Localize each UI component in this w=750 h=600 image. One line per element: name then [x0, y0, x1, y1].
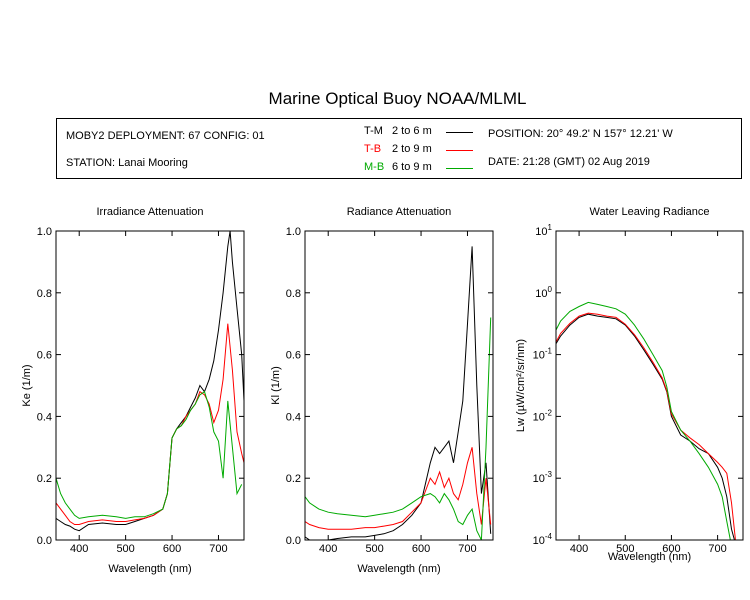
deployment-info: MOBY2 DEPLOYMENT: 67 CONFIG: 01 — [66, 130, 265, 142]
x-tick-label: 400 — [570, 543, 588, 555]
series-line-t-m — [305, 246, 492, 540]
station-info: STATION: Lanai Mooring — [66, 157, 188, 169]
y-tick-label: 101 — [535, 223, 552, 238]
y-tick-label: 10-4 — [533, 532, 553, 547]
y-tick-label: 0.8 — [37, 288, 52, 300]
y-tick-label: 1.0 — [37, 226, 52, 238]
series-line-m-b — [305, 317, 492, 540]
x-tick-label: 400 — [319, 543, 337, 555]
y-tick-label: 10-3 — [533, 470, 553, 485]
date-info: DATE: 21:28 (GMT) 02 Aug 2019 — [488, 156, 650, 168]
x-tick-label: 700 — [209, 543, 227, 555]
y-tick-label: 100 — [535, 285, 552, 300]
y-tick-label: 10-2 — [533, 408, 553, 423]
legend-code-mb: M-B — [364, 161, 385, 173]
legend-range-tm: 2 to 6 m — [392, 125, 432, 137]
series-line-t-m — [56, 231, 244, 532]
chart-title: Water Leaving Radiance — [589, 206, 709, 218]
y-axis-label: Lw (µW/cm²/sr/nm) — [515, 339, 527, 432]
y-tick-label: 0.4 — [37, 411, 52, 423]
x-tick-label: 500 — [365, 543, 383, 555]
y-tick-label: 0.2 — [286, 473, 301, 485]
chart-title: Radiance Attenuation — [347, 206, 452, 218]
x-tick-label: 500 — [116, 543, 134, 555]
info-box: MOBY2 DEPLOYMENT: 67 CONFIG: 01 STATION:… — [56, 118, 742, 179]
legend-code-tb: T-B — [364, 143, 382, 155]
series-line-t-b — [556, 312, 736, 540]
series-line-m-b — [56, 390, 243, 519]
x-tick-label: 700 — [708, 543, 726, 555]
series-line-m-b — [556, 301, 731, 540]
x-axis-label: Wavelength (nm) — [608, 551, 691, 563]
x-axis-label: Wavelength (nm) — [108, 563, 191, 575]
position-info: POSITION: 20° 49.2' N 157° 12.21' W — [488, 128, 673, 140]
y-tick-label: 0.0 — [37, 535, 52, 547]
legend-code-tm: T-M — [364, 125, 383, 137]
x-tick-label: 600 — [662, 543, 680, 555]
chart-title: Irradiance Attenuation — [96, 206, 203, 218]
y-tick-label: 0.2 — [37, 473, 52, 485]
legend-line-tb — [446, 150, 473, 151]
y-tick-label: 0.0 — [286, 535, 301, 547]
plot-frame — [304, 230, 494, 541]
legend-range-mb: 6 to 9 m — [392, 161, 432, 173]
legend-range-tb: 2 to 9 m — [392, 143, 432, 155]
y-tick-label: 0.8 — [286, 288, 301, 300]
plot-frame — [55, 230, 245, 541]
x-tick-label: 600 — [412, 543, 430, 555]
y-tick-label: 0.6 — [37, 350, 52, 362]
x-tick-label: 400 — [70, 543, 88, 555]
y-tick-label: 1.0 — [286, 226, 301, 238]
series-line-t-m — [556, 313, 735, 540]
y-tick-label: 0.6 — [286, 350, 301, 362]
x-axis-label: Wavelength (nm) — [357, 563, 440, 575]
y-axis-label: Ke (1/m) — [21, 364, 33, 406]
y-axis-label: Kl (1/m) — [270, 366, 282, 405]
series-line-t-b — [56, 323, 244, 525]
series-line-t-b — [305, 447, 492, 530]
chart-main-title: Marine Optical Buoy NOAA/MLML — [268, 89, 527, 108]
legend-line-tm — [446, 132, 473, 133]
chart-2: Radiance Attenuation 400 500 600 700 0.0 0.2 0.… — [270, 206, 494, 575]
x-tick-label: 600 — [163, 543, 181, 555]
y-tick-label: 0.4 — [286, 411, 301, 423]
legend-line-mb — [446, 168, 473, 169]
x-tick-label: 700 — [458, 543, 476, 555]
x-tick-label: 500 — [616, 543, 634, 555]
plot-frame — [555, 230, 744, 541]
chart-3: Water Leaving Radiance 400 500 600 700 10-4 10… — [515, 206, 744, 563]
chart-1: Irradiance Attenuation 400 500 600 700 0.0 0.2… — [21, 206, 245, 575]
y-tick-label: 10-1 — [533, 347, 553, 362]
